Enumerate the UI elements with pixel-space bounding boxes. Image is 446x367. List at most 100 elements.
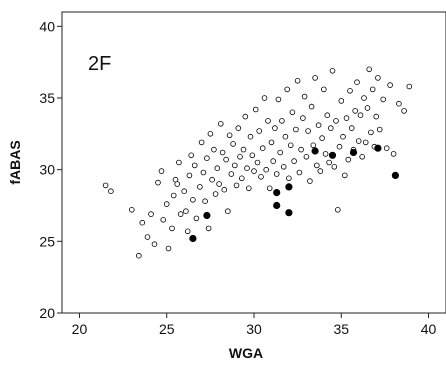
open-data-point: [207, 131, 214, 137]
open-data-point: [315, 122, 322, 128]
open-data-point: [212, 191, 219, 197]
open-data-point: [258, 174, 264, 180]
open-data-point: [263, 166, 270, 173]
open-data-point: [200, 169, 207, 176]
open-data-point: [188, 152, 195, 159]
open-data-point: [158, 168, 165, 174]
open-data-point: [380, 96, 387, 103]
open-data-point: [223, 156, 229, 163]
open-data-point: [240, 146, 247, 153]
filled-data-point: [273, 189, 281, 197]
open-data-point: [202, 198, 208, 205]
open-data-point: [247, 133, 254, 140]
open-data-point: [387, 82, 393, 88]
open-data-point: [307, 178, 313, 184]
open-data-point: [183, 208, 189, 215]
open-data-point: [401, 108, 407, 114]
open-data-point: [310, 142, 317, 149]
open-data-point: [279, 118, 285, 124]
point-layer: [102, 66, 413, 259]
open-data-point: [170, 192, 177, 199]
open-data-point: [205, 225, 212, 232]
open-data-point: [293, 126, 299, 133]
panel-label: 2F: [88, 53, 111, 75]
open-data-point: [308, 103, 315, 110]
open-data-point: [291, 158, 297, 164]
open-data-point: [329, 68, 336, 74]
open-data-point: [296, 169, 303, 176]
open-data-point: [239, 175, 245, 182]
open-data-point: [338, 98, 345, 104]
plot-frame: [61, 11, 446, 314]
open-data-point: [108, 188, 114, 195]
open-data-point: [136, 252, 142, 259]
open-data-point: [289, 109, 296, 116]
open-data-point: [313, 162, 320, 169]
open-data-point: [193, 215, 200, 222]
open-data-point: [174, 181, 181, 187]
x-tick-label: 35: [333, 321, 349, 337]
open-data-point: [361, 95, 367, 101]
open-data-point: [176, 159, 182, 166]
y-tick-label: 25: [39, 233, 55, 249]
open-data-point: [355, 138, 362, 144]
open-data-point: [364, 105, 371, 111]
open-data-point: [214, 165, 221, 172]
filled-data-point: [273, 201, 281, 210]
open-data-point: [368, 129, 374, 136]
filled-data-point: [391, 171, 399, 179]
open-data-point: [319, 135, 325, 141]
x-tick-label: 40: [421, 321, 437, 337]
open-data-point: [347, 88, 353, 94]
open-data-point: [165, 245, 172, 252]
open-data-point: [211, 146, 217, 153]
open-data-point: [312, 75, 318, 81]
y-axis-title: fABAS: [7, 140, 23, 184]
open-data-point: [226, 132, 233, 139]
x-tick-label: 25: [159, 321, 175, 337]
open-data-point: [197, 184, 203, 190]
open-data-point: [406, 83, 413, 90]
open-data-point: [294, 78, 301, 84]
open-data-point: [259, 145, 266, 152]
open-data-point: [232, 162, 238, 169]
filled-data-point: [285, 183, 293, 191]
open-data-point: [396, 100, 402, 107]
open-data-point: [265, 118, 271, 124]
y-tick-label: 35: [39, 90, 55, 106]
open-data-point: [270, 158, 277, 164]
open-data-point: [198, 139, 205, 146]
open-data-point: [343, 115, 350, 121]
open-data-point: [298, 146, 304, 153]
open-data-point: [383, 145, 390, 152]
open-data-point: [218, 121, 224, 127]
y-tick-label: 20: [39, 305, 55, 321]
open-data-point: [327, 125, 334, 131]
open-data-point: [366, 66, 373, 73]
open-data-point: [357, 112, 364, 118]
tick-layer: 20 25 30 35 40 20 25 30 35 40: [39, 18, 436, 337]
open-data-point: [148, 211, 154, 217]
open-data-point: [376, 126, 383, 133]
open-data-point: [242, 113, 249, 120]
open-data-point: [300, 115, 306, 121]
open-data-point: [244, 165, 250, 172]
open-data-point: [273, 171, 280, 177]
open-data-point: [252, 106, 259, 113]
open-data-point: [256, 128, 263, 134]
open-data-point: [139, 219, 146, 226]
y-tick-label: 30: [39, 162, 55, 178]
open-data-point: [345, 156, 352, 163]
open-data-point: [186, 172, 193, 179]
filled-data-point: [328, 151, 337, 159]
open-data-point: [151, 241, 158, 248]
open-data-point: [287, 142, 294, 149]
open-data-point: [280, 164, 287, 170]
open-data-point: [191, 162, 198, 169]
open-data-point: [303, 154, 310, 160]
open-data-point: [228, 171, 235, 177]
open-data-point: [331, 164, 338, 170]
open-data-point: [129, 207, 135, 213]
open-data-point: [169, 225, 175, 232]
filled-data-point: [285, 209, 293, 217]
